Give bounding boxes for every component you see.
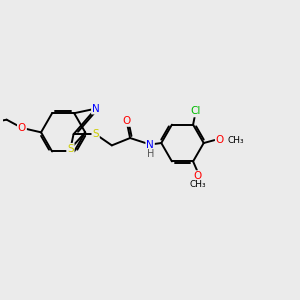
Text: H: H — [147, 149, 154, 159]
Text: N: N — [146, 140, 154, 149]
Text: O: O — [194, 171, 202, 181]
Text: O: O — [216, 135, 224, 145]
Text: O: O — [18, 123, 26, 133]
Text: N: N — [92, 103, 100, 114]
Text: Cl: Cl — [191, 106, 201, 116]
Text: S: S — [67, 144, 74, 154]
Text: CH₃: CH₃ — [227, 136, 244, 145]
Text: O: O — [122, 116, 131, 126]
Text: S: S — [92, 129, 99, 139]
Text: CH₃: CH₃ — [189, 181, 206, 190]
